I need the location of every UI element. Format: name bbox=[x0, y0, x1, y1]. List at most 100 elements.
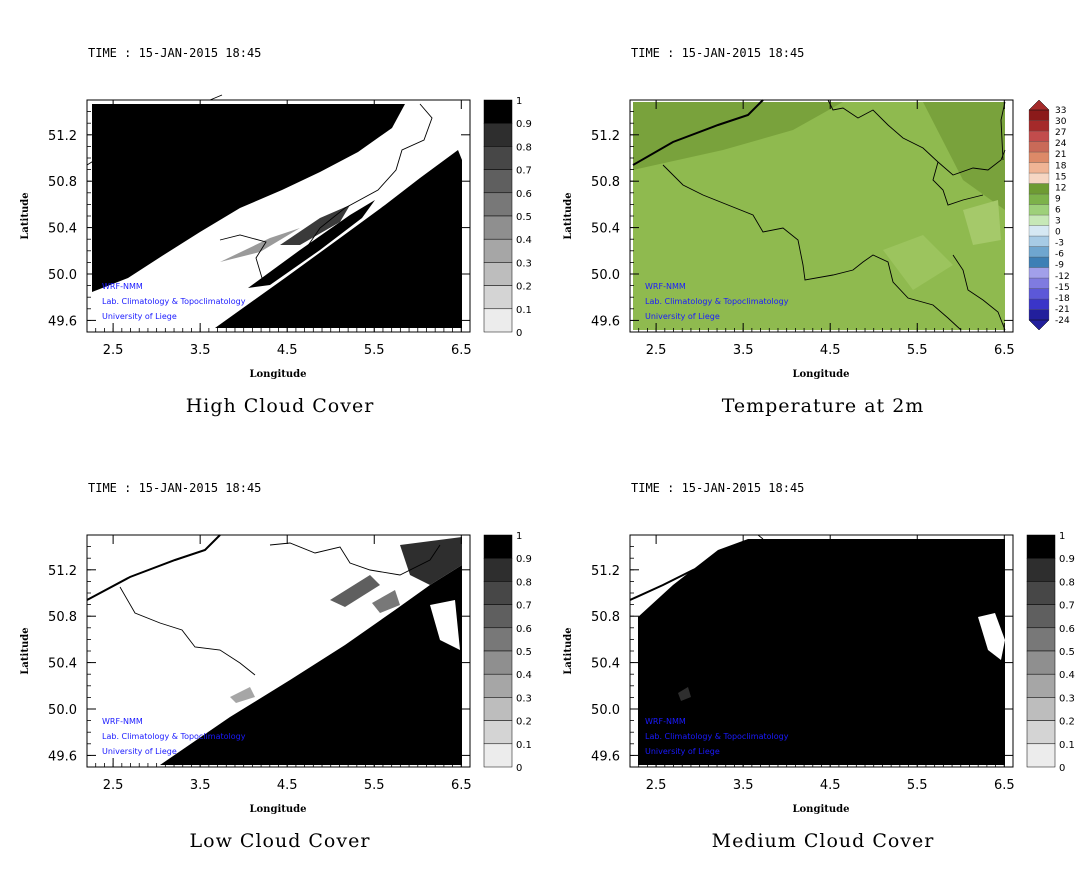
y-ticks: 51.2 50.8 50.4 50.0 49.6 bbox=[591, 99, 1013, 333]
credit-line-2: Lab. Climatology & Topoclimatology bbox=[102, 732, 246, 741]
y-tick-label: 50.0 bbox=[591, 703, 620, 718]
colorbar-swatch bbox=[483, 720, 513, 745]
x-tick-label: 5.5 bbox=[907, 343, 928, 358]
colorbar-tick-label: 33 bbox=[1055, 106, 1066, 116]
colorbar-swatch bbox=[1028, 183, 1050, 195]
x-tick-label: 2.5 bbox=[103, 343, 124, 358]
colorbar-tick-label: 0.3 bbox=[516, 693, 532, 704]
chart-low-cloud: 51.2 50.8 50.4 50.0 49.6 2.5 3.5 4.5 5.5 6.5 Lon… bbox=[20, 531, 532, 815]
colorbar-tick-label: 0.1 bbox=[516, 305, 532, 316]
colorbar-min-arrow bbox=[1028, 319, 1050, 331]
y-ticks: 51.2 50.8 50.4 50.0 49.6 bbox=[48, 534, 470, 768]
y-ticks: 51.2 50.8 50.4 50.0 49.6 bbox=[591, 534, 1013, 768]
x-tick-label: 3.5 bbox=[190, 778, 211, 793]
credits: WRF-NMM Lab. Climatology & Topoclimatolo… bbox=[102, 282, 246, 321]
y-tick-label: 51.2 bbox=[48, 129, 77, 144]
colorbar-swatch bbox=[1026, 557, 1056, 582]
colorbar-tick-label: 0.7 bbox=[1059, 601, 1075, 612]
x-tick-label: 3.5 bbox=[733, 778, 754, 793]
colorbar-swatch bbox=[483, 238, 513, 263]
x-tick-label: 2.5 bbox=[646, 343, 667, 358]
colorbar-swatch bbox=[483, 122, 513, 147]
colorbar-swatch bbox=[1028, 162, 1050, 174]
colorbar-tick-label: -9 bbox=[1055, 261, 1064, 271]
y-axis-label: Latitude bbox=[20, 627, 31, 674]
x-tick-label: 6.5 bbox=[451, 343, 472, 358]
colorbar-swatch bbox=[1026, 627, 1056, 652]
y-tick-label: 50.8 bbox=[48, 610, 77, 625]
credits: WRF-NMM Lab. Climatology & Topoclimatolo… bbox=[645, 717, 789, 756]
x-tick-label: 6.5 bbox=[994, 778, 1015, 793]
chart-title: High Cloud Cover bbox=[185, 395, 375, 417]
map-area bbox=[87, 535, 470, 767]
colorbar-tick-label: 0 bbox=[1059, 763, 1065, 774]
x-ticks: 2.5 3.5 4.5 5.5 6.5 bbox=[95, 535, 472, 793]
chart-temperature: 51.2 50.8 50.4 50.0 49.6 2.5 3.5 4.5 5.5 6.5 Lon… bbox=[563, 99, 1070, 380]
colorbar-swatch bbox=[1026, 650, 1056, 675]
y-tick-label: 50.0 bbox=[48, 703, 77, 718]
y-tick-label: 50.4 bbox=[591, 657, 620, 672]
panel-high-cloud: TIME : 15-JAN-2015 18:45 51.2 50.8 50.4 50.… bbox=[0, 0, 543, 434]
colorbar-swatch bbox=[483, 743, 513, 768]
colorbar-tick-label: -12 bbox=[1055, 272, 1070, 282]
colorbar-swatch bbox=[483, 697, 513, 721]
colorbar: 1 0.9 0.8 0.7 0.6 0.5 0.4 0.3 0.2 0.1 0 bbox=[483, 531, 532, 774]
colorbar-tick-label: 3 bbox=[1055, 217, 1061, 227]
x-tick-label: 6.5 bbox=[994, 343, 1015, 358]
x-ticks: 2.5 3.5 4.5 5.5 6.5 bbox=[638, 100, 1015, 358]
y-tick-label: 50.0 bbox=[48, 268, 77, 283]
x-tick-label: 4.5 bbox=[277, 343, 298, 358]
y-axis-label: Latitude bbox=[20, 192, 31, 239]
y-tick-label: 51.2 bbox=[591, 129, 620, 144]
colorbar-tick-label: -15 bbox=[1055, 283, 1070, 293]
credit-line-1: WRF-NMM bbox=[645, 717, 686, 726]
x-tick-label: 2.5 bbox=[646, 778, 667, 793]
colorbar-swatch bbox=[1028, 277, 1050, 289]
credit-line-1: WRF-NMM bbox=[102, 282, 143, 291]
colorbar-swatch bbox=[1028, 204, 1050, 216]
credit-line-2: Lab. Climatology & Topoclimatology bbox=[102, 297, 246, 306]
colorbar-tick-label: 0.7 bbox=[516, 166, 532, 177]
colorbar-tick-label: 0.3 bbox=[1059, 693, 1075, 704]
y-tick-label: 50.8 bbox=[48, 175, 77, 190]
colorbar-tick-label: 1 bbox=[516, 96, 522, 107]
x-ticks: 2.5 3.5 4.5 5.5 6.5 bbox=[638, 535, 1015, 793]
colorbar-swatch bbox=[1028, 193, 1050, 205]
panel-low-cloud: TIME : 15-JAN-2015 18:45 51.2 50.8 50.4 50.… bbox=[0, 435, 543, 869]
colorbar-swatch bbox=[1026, 604, 1056, 629]
colorbar-swatch bbox=[483, 673, 513, 698]
y-tick-label: 50.0 bbox=[591, 268, 620, 283]
colorbar-tick-label: -6 bbox=[1055, 250, 1064, 260]
time-label: TIME : 15-JAN-2015 18:45 bbox=[88, 46, 262, 60]
chart-title: Temperature at 2m bbox=[721, 395, 925, 417]
colorbar-swatch bbox=[1028, 267, 1050, 279]
chart-high-cloud: 51.2 50.8 50.4 50.0 49.6 2.5 3.5 4.5 5.5 6.5 Lon… bbox=[20, 94, 532, 380]
colorbar-tick-label: 0.1 bbox=[516, 740, 532, 751]
colorbar-tick-label: 0.5 bbox=[516, 212, 532, 223]
colorbar-tick-label: -24 bbox=[1055, 316, 1070, 326]
credit-line-2: Lab. Climatology & Topoclimatology bbox=[645, 732, 789, 741]
y-ticks: 51.2 50.8 50.4 50.0 49.6 bbox=[48, 99, 470, 333]
colorbar-tick-label: 0.4 bbox=[1059, 670, 1075, 681]
x-tick-label: 5.5 bbox=[364, 778, 385, 793]
colorbar-tick-label: 0.4 bbox=[516, 235, 532, 246]
colorbar-tick-label: 0 bbox=[1055, 228, 1061, 238]
colorbar-swatch bbox=[483, 169, 513, 194]
y-tick-label: 49.6 bbox=[591, 314, 620, 329]
colorbar-swatch bbox=[483, 285, 513, 310]
panel-medium-cloud: TIME : 15-JAN-2015 18:45 51.2 50.8 50.4 50.… bbox=[543, 435, 1086, 869]
colorbar-swatch bbox=[1028, 235, 1050, 247]
colorbar-tick-label: 0.6 bbox=[1059, 624, 1075, 635]
colorbar-tick-label: 24 bbox=[1055, 139, 1067, 149]
colorbar-swatch bbox=[1028, 309, 1050, 321]
credit-line-1: WRF-NMM bbox=[645, 282, 686, 291]
colorbar-tick-label: 0.3 bbox=[516, 258, 532, 269]
colorbar-swatch bbox=[483, 581, 513, 605]
borders bbox=[629, 534, 764, 601]
colorbar-swatch bbox=[483, 557, 513, 582]
colorbar-tick-label: 0.4 bbox=[516, 670, 532, 681]
colorbar-tick-label: -18 bbox=[1055, 294, 1070, 304]
x-axis-label: Longitude bbox=[249, 804, 306, 815]
y-tick-label: 50.8 bbox=[591, 610, 620, 625]
colorbar-swatch bbox=[1028, 246, 1050, 258]
